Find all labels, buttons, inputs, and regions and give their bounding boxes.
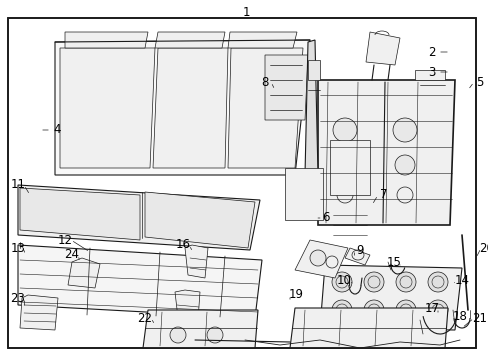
Circle shape xyxy=(395,300,415,320)
Polygon shape xyxy=(317,80,454,225)
Polygon shape xyxy=(184,245,207,278)
Circle shape xyxy=(427,300,447,320)
Polygon shape xyxy=(294,240,347,278)
Polygon shape xyxy=(345,248,369,265)
Circle shape xyxy=(206,327,223,343)
Text: 17: 17 xyxy=(424,301,439,315)
Circle shape xyxy=(363,272,383,292)
Polygon shape xyxy=(227,48,303,168)
Polygon shape xyxy=(175,290,200,320)
Text: 21: 21 xyxy=(471,311,487,324)
Circle shape xyxy=(363,300,383,320)
Polygon shape xyxy=(55,40,309,175)
Polygon shape xyxy=(60,48,155,168)
Text: 7: 7 xyxy=(380,189,387,202)
Text: 6: 6 xyxy=(322,211,329,225)
Circle shape xyxy=(331,272,351,292)
Polygon shape xyxy=(227,32,296,48)
Text: 23: 23 xyxy=(11,292,25,305)
Polygon shape xyxy=(20,295,58,330)
Polygon shape xyxy=(289,308,447,348)
Circle shape xyxy=(331,300,351,320)
Text: 10: 10 xyxy=(336,274,351,287)
Polygon shape xyxy=(68,258,100,288)
Circle shape xyxy=(394,155,414,175)
Text: 5: 5 xyxy=(475,76,483,89)
Text: 3: 3 xyxy=(427,66,435,78)
Polygon shape xyxy=(305,40,317,175)
Text: 14: 14 xyxy=(453,274,468,287)
Polygon shape xyxy=(319,265,461,330)
Text: 8: 8 xyxy=(261,76,268,89)
Circle shape xyxy=(334,155,354,175)
Text: 22: 22 xyxy=(137,311,152,324)
Bar xyxy=(329,140,369,195)
Polygon shape xyxy=(264,55,307,120)
Polygon shape xyxy=(155,32,224,48)
Text: 18: 18 xyxy=(451,310,467,323)
Text: 19: 19 xyxy=(288,288,303,301)
Circle shape xyxy=(427,272,447,292)
Polygon shape xyxy=(65,32,148,48)
Text: 15: 15 xyxy=(386,256,401,269)
Polygon shape xyxy=(145,192,254,248)
Circle shape xyxy=(332,118,356,142)
Polygon shape xyxy=(365,32,399,65)
Polygon shape xyxy=(18,185,260,250)
Bar xyxy=(307,60,319,80)
Bar xyxy=(285,168,323,220)
Text: 9: 9 xyxy=(356,243,363,256)
Polygon shape xyxy=(20,188,140,240)
Bar xyxy=(414,70,444,80)
Text: 11: 11 xyxy=(10,179,25,192)
Text: 20: 20 xyxy=(479,242,488,255)
Text: 12: 12 xyxy=(58,234,72,247)
Text: 13: 13 xyxy=(11,242,25,255)
Circle shape xyxy=(392,118,416,142)
Circle shape xyxy=(170,327,185,343)
Text: 16: 16 xyxy=(175,238,190,252)
Text: 2: 2 xyxy=(427,45,435,58)
Text: 1: 1 xyxy=(242,5,249,18)
Polygon shape xyxy=(18,245,262,318)
Text: 24: 24 xyxy=(64,248,80,261)
Circle shape xyxy=(309,250,325,266)
Polygon shape xyxy=(153,48,227,168)
Circle shape xyxy=(395,272,415,292)
Text: 4: 4 xyxy=(53,123,61,136)
Polygon shape xyxy=(142,310,258,348)
